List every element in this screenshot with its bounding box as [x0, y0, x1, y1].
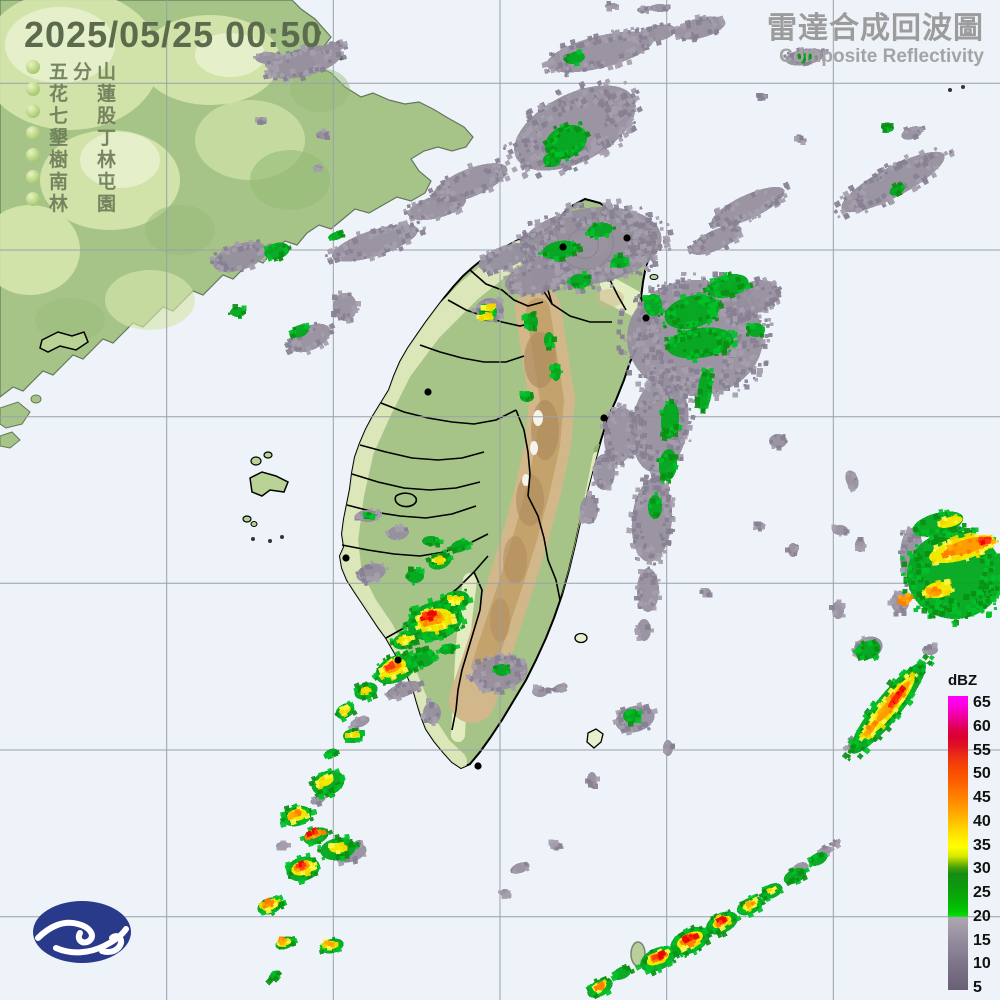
station-row: 花蓮	[26, 78, 125, 105]
station-name-char: 墾	[49, 128, 69, 149]
station-bullet-icon	[26, 170, 40, 184]
station-name-char: 樹	[49, 150, 69, 171]
station-bullet-icon	[26, 148, 40, 162]
map-titles: 雷達合成回波圖 Composite Reflectivity	[767, 12, 984, 67]
mainland-china-landmass	[0, 0, 474, 449]
radar-station-list: 五分山花蓮七股墾丁樹林南屯林園	[26, 56, 125, 215]
station-row: 七股	[26, 100, 125, 127]
kinmen-island	[39, 331, 89, 353]
station-row: 五分山	[26, 56, 125, 83]
station-name-char: 分	[73, 62, 93, 83]
station-name-char: 屯	[97, 172, 117, 193]
station-bullet-icon	[26, 82, 40, 96]
station-row: 墾丁	[26, 122, 125, 149]
station-bullet-icon	[26, 192, 40, 206]
station-name-char: 七	[49, 106, 69, 127]
station-name-char: 丁	[97, 128, 117, 149]
green-island	[574, 632, 588, 644]
title-chinese: 雷達合成回波圖	[767, 12, 984, 45]
radar-echo-layer	[208, 0, 1000, 1000]
northeast-islets	[948, 85, 965, 92]
title-english: Composite Reflectivity	[779, 46, 984, 67]
station-row: 林園	[26, 188, 125, 215]
station-name-char: 林	[97, 150, 117, 171]
city-dots	[342, 234, 650, 770]
station-name-char: 林	[49, 194, 69, 215]
station-name-char: 山	[97, 62, 117, 83]
mainland-terrain-texture	[0, 0, 350, 342]
station-bullet-icon	[26, 104, 40, 118]
penghu-islands	[242, 451, 289, 543]
timestamp: 2025/05/25 00:50	[24, 14, 323, 55]
station-name-char: 園	[97, 194, 117, 215]
station-name-char: 花	[49, 84, 69, 105]
turtle-island	[649, 274, 659, 280]
orchid-island	[586, 728, 604, 749]
station-name-char: 蓮	[97, 84, 117, 105]
station-name-char: 股	[97, 106, 117, 127]
cwb-logo	[33, 901, 131, 963]
station-row: 樹林	[26, 144, 125, 171]
station-name-char: 五	[49, 62, 69, 83]
station-bullet-icon	[26, 126, 40, 140]
station-row: 南屯	[26, 166, 125, 193]
station-bullet-icon	[26, 60, 40, 74]
fujian-coastal-islets	[0, 394, 42, 449]
station-name-char: 南	[49, 172, 69, 193]
